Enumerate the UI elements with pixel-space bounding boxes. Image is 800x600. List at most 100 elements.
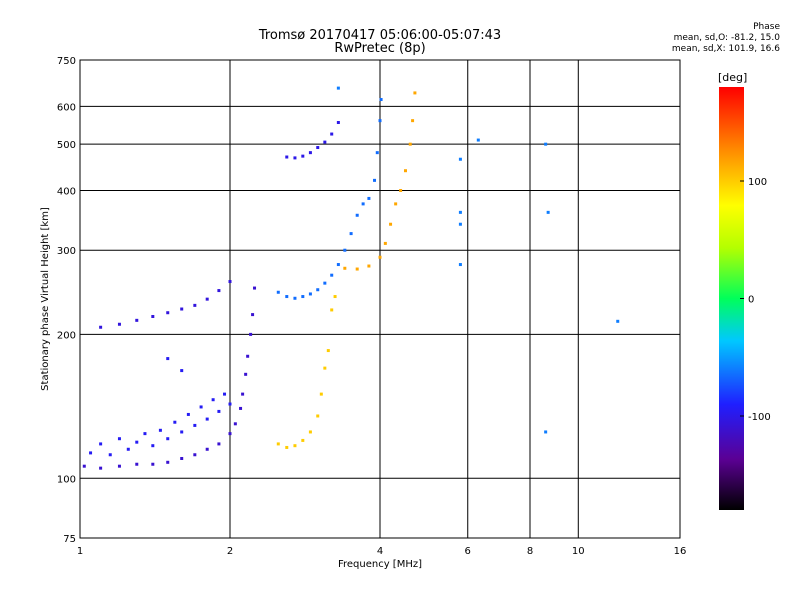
echo-point bbox=[355, 213, 359, 217]
echo-point bbox=[228, 432, 232, 436]
echo-point bbox=[151, 444, 155, 448]
echo-point bbox=[166, 460, 170, 464]
echo-point bbox=[373, 178, 377, 182]
echo-point bbox=[143, 432, 147, 436]
echo-point bbox=[544, 430, 548, 434]
echo-point bbox=[336, 86, 340, 90]
echo-point bbox=[301, 295, 305, 299]
echo-point bbox=[276, 442, 280, 446]
phase-o-stats: mean, sd,O: -81.2, 15.0 bbox=[673, 33, 780, 43]
echo-point bbox=[99, 466, 103, 470]
echo-point bbox=[193, 423, 197, 427]
echo-point bbox=[180, 430, 184, 434]
echo-point bbox=[233, 422, 237, 426]
echo-point bbox=[108, 453, 112, 457]
echo-point bbox=[253, 286, 257, 290]
echo-point bbox=[211, 398, 215, 402]
echo-point bbox=[205, 297, 209, 301]
echo-point bbox=[333, 295, 337, 299]
echo-point bbox=[173, 420, 177, 424]
echo-point bbox=[408, 142, 412, 146]
echo-point bbox=[285, 445, 289, 449]
echo-point bbox=[389, 222, 393, 226]
echo-point bbox=[301, 154, 305, 158]
x-tick-label: 1 bbox=[77, 546, 83, 557]
echo-point bbox=[301, 438, 305, 442]
echo-point bbox=[343, 266, 347, 270]
echo-point bbox=[476, 138, 480, 142]
echo-point bbox=[378, 255, 382, 259]
echo-point bbox=[336, 263, 340, 267]
echo-point bbox=[316, 146, 320, 150]
echo-point bbox=[411, 119, 415, 123]
echo-point bbox=[399, 188, 403, 192]
echo-point bbox=[361, 202, 365, 206]
echo-point bbox=[343, 248, 347, 252]
echo-point bbox=[394, 202, 398, 206]
echo-point bbox=[205, 417, 209, 421]
echo-point bbox=[378, 119, 382, 123]
echo-point bbox=[285, 155, 289, 159]
echo-point bbox=[375, 151, 379, 155]
echo-point bbox=[199, 405, 203, 409]
echo-point bbox=[223, 392, 227, 396]
echo-point bbox=[616, 319, 620, 323]
echo-point bbox=[135, 440, 139, 444]
echo-point bbox=[193, 453, 197, 457]
colorbar-tick-label: 100 bbox=[748, 177, 767, 188]
echo-point bbox=[193, 303, 197, 307]
echo-point bbox=[413, 91, 417, 95]
echo-point bbox=[217, 409, 221, 413]
chart-title: Tromsø 20170417 05:06:00-05:07:43 bbox=[258, 28, 502, 43]
echo-point bbox=[330, 308, 334, 312]
y-tick-label: 600 bbox=[57, 102, 76, 113]
phase-x-stats: mean, sd,X: 101.9, 16.6 bbox=[671, 44, 780, 54]
echo-point bbox=[158, 428, 162, 432]
echo-point bbox=[135, 462, 139, 466]
echo-point bbox=[246, 354, 250, 358]
echo-point bbox=[458, 157, 462, 161]
y-tick-label: 75 bbox=[63, 534, 76, 545]
echo-point bbox=[403, 169, 407, 173]
echo-point bbox=[323, 140, 327, 144]
echo-point bbox=[330, 273, 334, 277]
colorbar-tick-label: -100 bbox=[748, 412, 771, 423]
y-tick-label: 500 bbox=[57, 140, 76, 151]
echo-point bbox=[241, 392, 245, 396]
echo-point bbox=[367, 196, 371, 200]
y-tick-label: 200 bbox=[57, 330, 76, 341]
echo-point bbox=[293, 156, 297, 160]
echo-point bbox=[239, 406, 243, 410]
echo-point bbox=[349, 232, 353, 236]
echo-point bbox=[217, 442, 221, 446]
echo-point bbox=[186, 412, 190, 416]
echo-point bbox=[166, 437, 170, 441]
colorbar-label: [deg] bbox=[718, 71, 747, 84]
y-tick-label: 300 bbox=[57, 246, 76, 257]
echo-point bbox=[544, 142, 548, 146]
echo-point bbox=[205, 447, 209, 451]
phase-heading: Phase bbox=[753, 22, 780, 32]
echo-point bbox=[99, 325, 103, 329]
echo-point bbox=[355, 267, 359, 271]
echo-point bbox=[126, 447, 130, 451]
echo-point bbox=[217, 289, 221, 293]
echo-point bbox=[308, 292, 312, 296]
echo-point bbox=[458, 222, 462, 226]
x-tick-label: 10 bbox=[572, 546, 585, 557]
echo-point bbox=[228, 402, 232, 406]
echo-point bbox=[99, 442, 103, 446]
echo-point bbox=[546, 210, 550, 214]
echo-point bbox=[166, 357, 170, 361]
echo-point bbox=[117, 437, 121, 441]
echo-point bbox=[249, 332, 253, 336]
echo-point bbox=[316, 414, 320, 418]
echo-point bbox=[180, 369, 184, 373]
echo-point bbox=[379, 98, 383, 102]
echo-point bbox=[293, 296, 297, 300]
y-tick-label: 750 bbox=[57, 56, 76, 67]
y-axis-label: Stationary phase Virtual Height [km] bbox=[40, 207, 51, 391]
x-tick-label: 4 bbox=[377, 546, 383, 557]
chart-subtitle: RwPretec (8p) bbox=[334, 41, 426, 56]
echo-point bbox=[319, 392, 323, 396]
